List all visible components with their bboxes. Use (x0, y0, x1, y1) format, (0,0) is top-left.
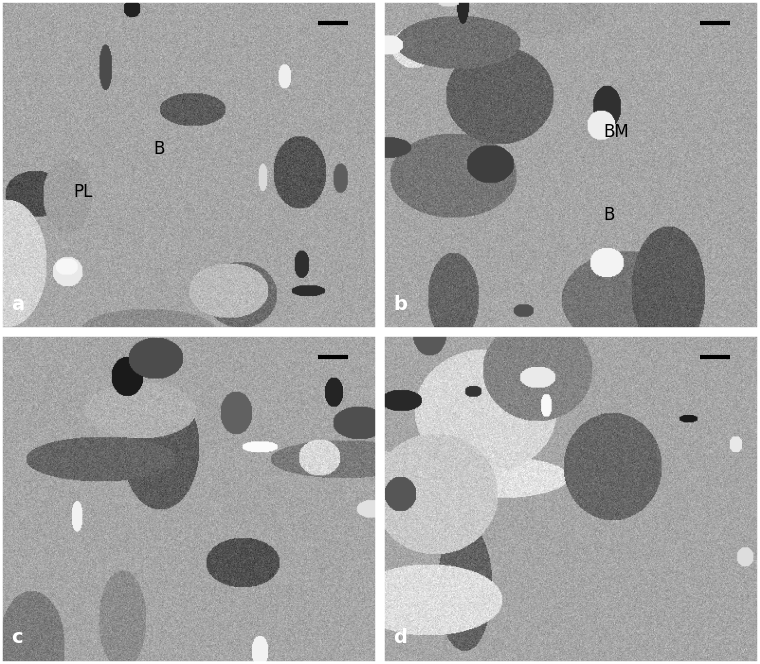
Text: PL: PL (74, 183, 93, 201)
Text: B: B (153, 139, 164, 157)
Text: c: c (11, 629, 23, 647)
Text: B: B (603, 206, 614, 224)
Text: a: a (11, 295, 24, 314)
Text: b: b (393, 295, 407, 314)
Text: BM: BM (603, 123, 629, 141)
Text: d: d (393, 629, 407, 647)
